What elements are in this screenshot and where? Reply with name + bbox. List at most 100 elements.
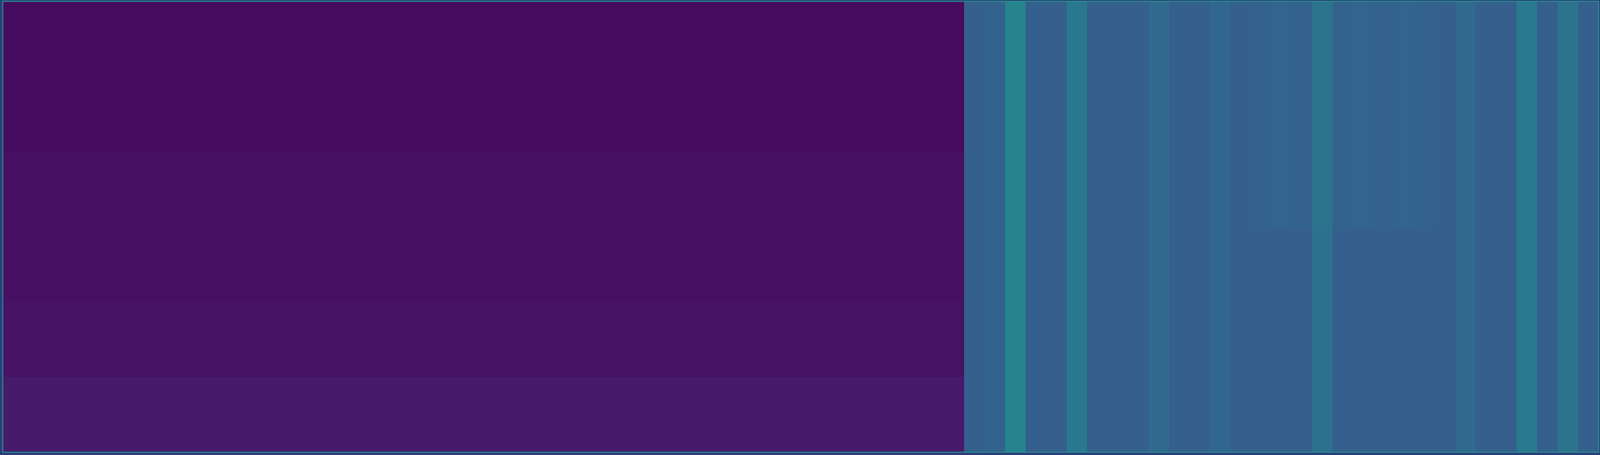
- heatmap-cell: [677, 151, 699, 228]
- heatmap-cell: [145, 227, 167, 303]
- heatmap-cell: [1005, 227, 1026, 303]
- heatmap-cell: [903, 76, 924, 152]
- heatmap-cell: [1578, 227, 1599, 303]
- heatmap-cell: [371, 151, 392, 228]
- heatmap-cell: [1169, 76, 1190, 152]
- heatmap-cell: [23, 227, 44, 303]
- heatmap-cell: [1516, 1, 1538, 77]
- heatmap-cell: [1107, 301, 1129, 377]
- heatmap-cell: [289, 376, 310, 452]
- heatmap-cell: [350, 301, 372, 377]
- heatmap-cell: [821, 151, 842, 228]
- heatmap-cell: [207, 227, 228, 303]
- heatmap-cell: [1087, 301, 1108, 377]
- heatmap-cell: [1537, 376, 1558, 452]
- heatmap-cell: [1025, 1, 1047, 77]
- plot-area: [2, 1, 1600, 453]
- heatmap-cell: [1250, 151, 1272, 228]
- heatmap-cell: [207, 301, 228, 377]
- heatmap-cell: [309, 151, 331, 228]
- heatmap-cell: [759, 301, 781, 377]
- heatmap-cell: [207, 76, 228, 152]
- heatmap-cell: [1312, 301, 1333, 377]
- heatmap-cell: [350, 376, 372, 452]
- heatmap-cell: [1148, 1, 1170, 77]
- heatmap-cell: [1455, 227, 1477, 303]
- heatmap-cell: [943, 76, 965, 152]
- heatmap-cell: [493, 227, 515, 303]
- heatmap-cell: [105, 227, 126, 303]
- heatmap-cell: [616, 151, 638, 228]
- heatmap-cell: [1250, 76, 1272, 152]
- heatmap-cell: [1516, 227, 1538, 303]
- heatmap-cell: [616, 1, 638, 77]
- heatmap-cell: [1230, 151, 1251, 228]
- heatmap-cell: [1209, 376, 1231, 452]
- heatmap-cell: [1107, 76, 1129, 152]
- heatmap-cell: [268, 76, 290, 152]
- heatmap-cell: [452, 227, 474, 303]
- heatmap-cell: [1209, 151, 1231, 228]
- heatmap-cell: [780, 301, 801, 377]
- heatmap-cell: [2, 151, 24, 228]
- heatmap-cell: [432, 1, 453, 77]
- heatmap-cell: [289, 301, 310, 377]
- heatmap-cell: [1128, 151, 1149, 228]
- heatmap-cell: [1414, 376, 1436, 452]
- heatmap-cell: [514, 227, 535, 303]
- heatmap-cell: [800, 301, 822, 377]
- heatmap-cell: [1455, 76, 1477, 152]
- heatmap-cell: [411, 227, 433, 303]
- heatmap-cell: [800, 76, 822, 152]
- heatmap-cell: [964, 227, 985, 303]
- heatmap-cell: [1291, 227, 1313, 303]
- heatmap-cell: [759, 151, 781, 228]
- heatmap-cell: [657, 301, 679, 377]
- heatmap-cell: [309, 76, 331, 152]
- heatmap-cell: [23, 76, 44, 152]
- heatmap-cell: [125, 76, 147, 152]
- heatmap-cell: [1496, 301, 1517, 377]
- heatmap-cell: [43, 227, 65, 303]
- heatmap-cell: [43, 1, 65, 77]
- heatmap-cell: [1271, 76, 1292, 152]
- heatmap-cell: [1373, 376, 1395, 452]
- heatmap-cell: [1169, 301, 1190, 377]
- heatmap-cell: [1189, 301, 1211, 377]
- heatmap-cell: [1148, 301, 1170, 377]
- heatmap-cell: [1312, 76, 1333, 152]
- heatmap-cell: [1332, 151, 1354, 228]
- heatmap-cell: [1332, 376, 1354, 452]
- heatmap-cell: [350, 151, 372, 228]
- heatmap-cell: [1107, 1, 1129, 77]
- heatmap-cell: [1025, 76, 1047, 152]
- heatmap-cell: [186, 227, 208, 303]
- heatmap-cell: [1475, 301, 1497, 377]
- heatmap-cell: [759, 1, 781, 77]
- heatmap-cell: [1414, 151, 1436, 228]
- heatmap-cell: [616, 301, 638, 377]
- heatmap-cell: [1087, 76, 1108, 152]
- heatmap-cell: [800, 227, 822, 303]
- heatmap-cell: [596, 1, 617, 77]
- heatmap-cell: [1312, 151, 1333, 228]
- heatmap-cell: [1128, 1, 1149, 77]
- heatmap-cell: [1148, 227, 1170, 303]
- heatmap-cell: [1066, 151, 1088, 228]
- heatmap-cell: [821, 1, 842, 77]
- heatmap-cell: [493, 301, 515, 377]
- heatmap-cell: [1250, 376, 1272, 452]
- heatmap-cell: [964, 151, 985, 228]
- heatmap-cell: [411, 376, 433, 452]
- heatmap-cell: [289, 1, 310, 77]
- heatmap-cell: [1435, 151, 1456, 228]
- heatmap-cell: [391, 151, 413, 228]
- heatmap-cell: [984, 1, 1006, 77]
- heatmap-cell: [1230, 376, 1251, 452]
- heatmap-cell: [473, 301, 494, 377]
- heatmap-cell: [84, 376, 106, 452]
- heatmap-cell: [391, 1, 413, 77]
- heatmap-cell: [371, 1, 392, 77]
- heatmap-cell: [1475, 151, 1497, 228]
- heatmap-cell: [1230, 76, 1251, 152]
